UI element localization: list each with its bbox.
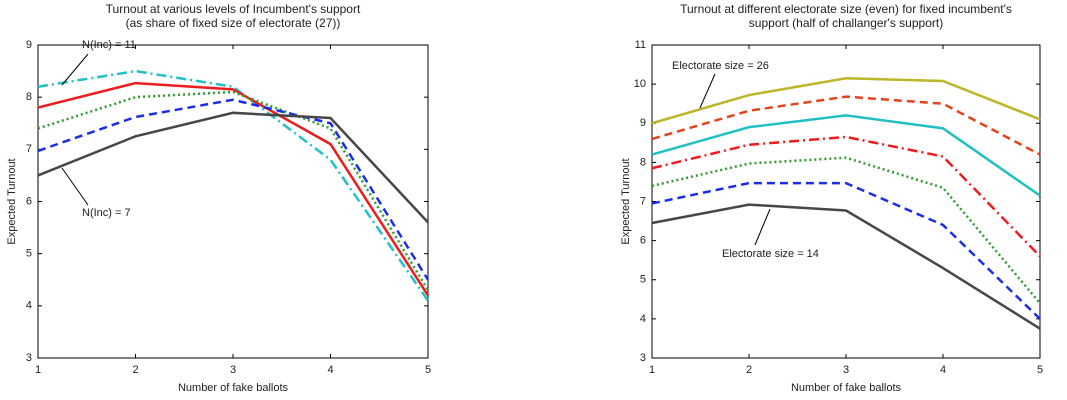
annotation: N(Inc) = 7 <box>82 207 131 219</box>
y-tick-label: 4 <box>640 313 646 325</box>
y-axis-label: Expected Turnout <box>6 158 18 244</box>
chart-title: Turnout at different electorate size (ev… <box>680 2 1012 16</box>
y-tick-label: 10 <box>634 78 646 90</box>
chart-title: (as share of fixed size of electorate (2… <box>126 16 341 30</box>
y-tick-label: 9 <box>640 117 646 129</box>
annotation: N(Inc) = 11 <box>82 39 136 51</box>
y-tick-label: 3 <box>26 352 32 364</box>
x-tick-label: 2 <box>746 364 752 376</box>
y-tick-label: 3 <box>640 352 646 364</box>
chart-title: support (half of challanger's support) <box>749 16 943 30</box>
x-tick-label: 1 <box>649 364 655 376</box>
plot-frame <box>651 44 1041 359</box>
x-tick-label: 2 <box>132 364 138 376</box>
annotation-arrow <box>61 167 89 206</box>
x-tick-label: 3 <box>843 364 849 376</box>
y-tick-label: 11 <box>635 39 646 51</box>
y-axis-label: Expected Turnout <box>620 158 632 244</box>
data-line <box>37 90 430 291</box>
data-line <box>37 98 430 281</box>
annotation-arrow <box>699 73 716 109</box>
y-tick-label: 6 <box>640 235 646 247</box>
data-line <box>651 181 1041 320</box>
data-line <box>651 77 1041 125</box>
x-tick-label: 5 <box>1037 364 1043 376</box>
data-line <box>651 203 1041 330</box>
y-tick-label: 9 <box>26 39 32 51</box>
data-line <box>651 114 1041 197</box>
annotation: Electorate size = 26 <box>672 60 769 72</box>
x-tick-label: 1 <box>35 364 41 376</box>
y-tick-label: 7 <box>26 143 32 155</box>
y-tick-label: 7 <box>640 195 646 207</box>
x-axis-label: Number of fake ballots <box>791 382 902 394</box>
data-line <box>37 81 430 297</box>
y-tick-label: 4 <box>26 300 32 312</box>
data-line <box>651 95 1041 156</box>
x-tick-label: 4 <box>940 364 946 376</box>
annotation: Electorate size = 14 <box>722 248 819 260</box>
y-tick-label: 5 <box>640 274 646 286</box>
y-tick-label: 5 <box>26 248 32 260</box>
x-axis-label: Number of fake ballots <box>178 382 289 394</box>
y-tick-label: 8 <box>640 156 646 168</box>
y-tick-label: 8 <box>26 91 32 103</box>
chart-title: Turnout at various levels of Incumbent's… <box>106 2 361 16</box>
annotation-arrow <box>61 53 89 86</box>
data-line <box>37 69 430 302</box>
data-line <box>37 111 429 224</box>
annotation-arrow <box>754 208 771 246</box>
x-tick-label: 5 <box>425 364 431 376</box>
data-line <box>651 156 1041 305</box>
x-tick-label: 4 <box>327 364 333 376</box>
x-tick-label: 3 <box>230 364 236 376</box>
data-line <box>651 135 1041 258</box>
y-tick-label: 6 <box>26 195 32 207</box>
